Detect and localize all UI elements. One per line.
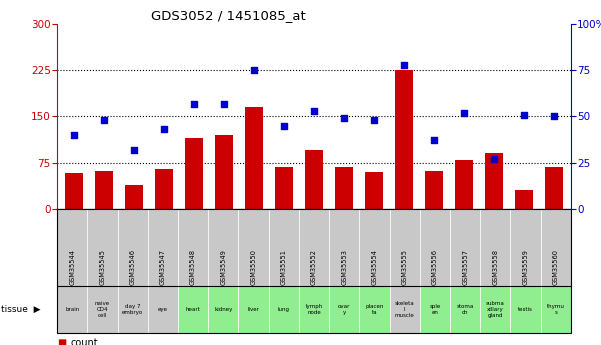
Text: tissue  ▶: tissue ▶ (1, 305, 41, 314)
Bar (95, 170, 112, 209)
Text: GSM35559: GSM35559 (523, 249, 529, 285)
Text: GSM35546: GSM35546 (130, 249, 136, 285)
Point (69, 132, 78, 138)
Text: lung: lung (278, 307, 290, 312)
Point (429, 138, 439, 143)
Text: placen
ta: placen ta (365, 304, 383, 315)
Text: GSM35547: GSM35547 (160, 249, 166, 285)
Point (489, 156, 499, 162)
Text: GDS3052 / 1451085_at: GDS3052 / 1451085_at (151, 9, 306, 22)
Point (399, 62, 409, 68)
Text: GSM35560: GSM35560 (553, 249, 559, 285)
Text: GSM35551: GSM35551 (281, 249, 287, 285)
Text: brain: brain (65, 307, 79, 312)
Text: GSM35544: GSM35544 (69, 249, 75, 285)
Text: GSM35550: GSM35550 (251, 249, 257, 285)
Text: thymu
s: thymu s (547, 304, 565, 315)
Bar (395, 70, 413, 209)
Text: GSM35557: GSM35557 (462, 249, 468, 285)
Text: count: count (71, 338, 99, 345)
Text: day 7
embryо: day 7 embryо (122, 304, 143, 315)
Bar (305, 150, 323, 209)
Bar (155, 169, 173, 209)
Point (129, 147, 138, 152)
Text: liver: liver (248, 307, 260, 312)
Point (549, 114, 559, 119)
Text: naive
CD4
cell: naive CD4 cell (95, 301, 110, 318)
Text: GSM35555: GSM35555 (401, 249, 407, 285)
Text: GSM35548: GSM35548 (190, 249, 196, 285)
Point (369, 117, 379, 123)
Text: GSM35549: GSM35549 (221, 249, 227, 285)
Point (459, 110, 469, 116)
Text: sple
en: sple en (429, 304, 441, 315)
Text: stoma
ch: stoma ch (457, 304, 474, 315)
Text: eye: eye (158, 307, 168, 312)
Bar (515, 190, 533, 209)
Text: GSM35552: GSM35552 (311, 249, 317, 285)
Point (339, 116, 349, 121)
Text: GSM35556: GSM35556 (432, 249, 438, 285)
Bar (124, 185, 143, 209)
Text: GSM35554: GSM35554 (371, 249, 377, 285)
Text: testis: testis (518, 307, 533, 312)
Point (519, 112, 529, 117)
Point (249, 68, 258, 73)
Bar (275, 167, 293, 209)
Text: GSM35545: GSM35545 (99, 249, 105, 285)
Point (219, 101, 228, 106)
Text: GSM35553: GSM35553 (341, 249, 347, 285)
Bar (215, 135, 233, 209)
Text: lymph
node: lymph node (305, 304, 323, 315)
Bar (185, 138, 203, 209)
Text: heart: heart (186, 307, 201, 312)
Bar (365, 172, 383, 209)
Bar (455, 159, 473, 209)
Bar (545, 167, 563, 209)
Text: skeleta
l
muscle: skeleta l muscle (395, 301, 415, 318)
Text: subma
xillary
gland: subma xillary gland (486, 301, 505, 318)
Point (159, 127, 168, 132)
Bar (425, 170, 443, 209)
Bar (245, 107, 263, 209)
Point (99, 117, 109, 123)
Text: kidney: kidney (214, 307, 233, 312)
Bar (485, 153, 503, 209)
Text: ovar
y: ovar y (338, 304, 350, 315)
Bar (65, 173, 82, 209)
Point (189, 101, 198, 106)
Text: ■: ■ (57, 338, 66, 345)
Point (309, 108, 319, 114)
Text: GSM35558: GSM35558 (492, 249, 498, 285)
Bar (335, 167, 353, 209)
Point (279, 123, 288, 128)
